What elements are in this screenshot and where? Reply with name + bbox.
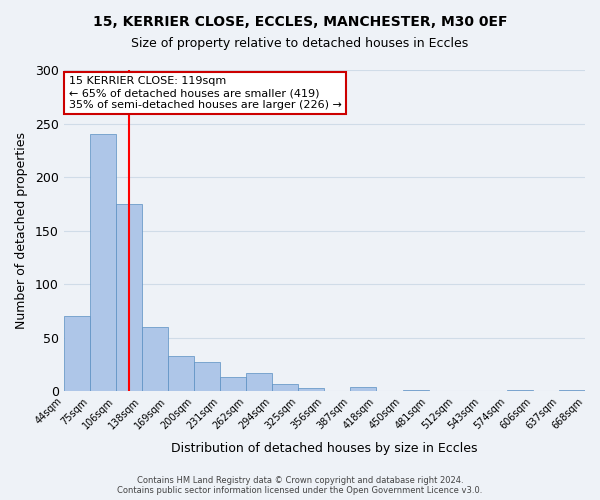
Text: Size of property relative to detached houses in Eccles: Size of property relative to detached ho… [131,38,469,51]
Bar [507,390,533,391]
Y-axis label: Number of detached properties: Number of detached properties [15,132,28,329]
Text: Contains HM Land Registry data © Crown copyright and database right 2024.
Contai: Contains HM Land Registry data © Crown c… [118,476,482,495]
Bar [272,384,298,391]
Bar [246,373,272,391]
Bar [298,388,325,391]
Bar [142,327,168,391]
Text: 15, KERRIER CLOSE, ECCLES, MANCHESTER, M30 0EF: 15, KERRIER CLOSE, ECCLES, MANCHESTER, M… [93,15,507,29]
Bar [350,387,376,391]
Bar [90,134,116,391]
Bar [194,362,220,391]
Bar [220,377,246,391]
Bar [403,390,428,391]
Bar [116,204,142,391]
Text: 15 KERRIER CLOSE: 119sqm
← 65% of detached houses are smaller (419)
35% of semi-: 15 KERRIER CLOSE: 119sqm ← 65% of detach… [69,76,342,110]
X-axis label: Distribution of detached houses by size in Eccles: Distribution of detached houses by size … [171,442,478,455]
Bar [168,356,194,391]
Bar [559,390,585,391]
Bar [64,316,90,391]
